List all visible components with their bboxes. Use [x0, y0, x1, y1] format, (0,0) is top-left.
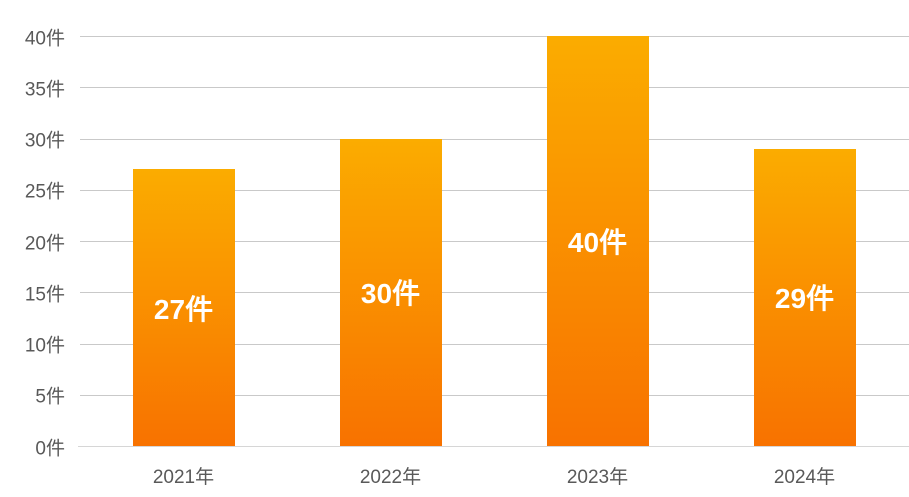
x-axis-line	[78, 446, 909, 447]
gridline	[80, 241, 909, 242]
bar-2024年: 29件	[753, 148, 856, 446]
bar-data-label: 40件	[567, 227, 628, 258]
bar-2022年: 30件	[339, 138, 442, 446]
gridline	[80, 87, 909, 89]
y-tick-label: 15件	[24, 284, 65, 306]
y-tick-label: 5件	[35, 386, 65, 408]
bar-2023年: 40件	[546, 36, 649, 446]
y-tick-label: 30件	[24, 130, 65, 152]
y-tick-label: 0件	[35, 438, 65, 459]
gridline	[80, 394, 909, 396]
y-tick-label: 25件	[24, 181, 65, 203]
y-tick-label: 35件	[24, 79, 65, 101]
gridline	[80, 189, 909, 191]
x-tick-label: 2024年	[773, 467, 836, 488]
gridline	[80, 343, 909, 345]
bar-2021年: 27件	[132, 169, 235, 446]
bar-data-label: 27件	[153, 293, 214, 325]
x-tick-label: 2021年	[152, 467, 215, 488]
gridline	[80, 138, 909, 140]
x-tick-label: 2023年	[566, 467, 629, 488]
bar-data-label: 29件	[774, 283, 835, 315]
bar-data-label: 30件	[360, 278, 421, 310]
x-tick-label: 2022年	[359, 467, 422, 488]
gridline	[80, 36, 909, 37]
y-tick-label: 20件	[24, 233, 65, 254]
y-tick-label: 10件	[24, 335, 65, 357]
gridline	[80, 292, 909, 294]
y-tick-label: 40件	[24, 28, 65, 49]
